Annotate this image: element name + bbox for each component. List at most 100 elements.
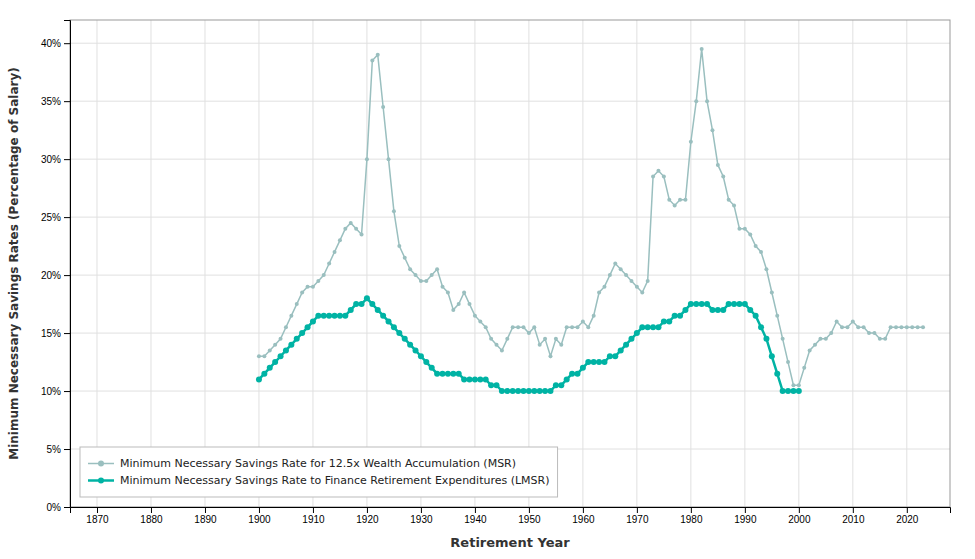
point — [521, 325, 525, 329]
point — [516, 325, 520, 329]
point — [790, 388, 796, 394]
point — [721, 175, 725, 179]
y-grid-line — [70, 43, 950, 44]
point — [564, 376, 570, 382]
point — [288, 342, 294, 348]
point — [423, 359, 429, 365]
point — [910, 325, 914, 329]
x-grid-line — [636, 20, 637, 507]
x-tick-mark — [205, 507, 206, 513]
point — [370, 59, 374, 63]
x-tick-label: 1960 — [572, 514, 595, 525]
legend-marker — [98, 478, 104, 484]
y-axis-title: Minimum Necessary Savings Rates (Percent… — [7, 67, 21, 460]
point — [759, 250, 763, 254]
point — [720, 307, 726, 313]
point — [360, 233, 364, 237]
point — [916, 325, 920, 329]
x-grid-line — [744, 20, 745, 507]
y-tick-mark — [64, 275, 70, 276]
point — [315, 313, 321, 319]
x-tick-label: 1990 — [734, 514, 757, 525]
point — [678, 198, 682, 202]
series-line — [259, 49, 923, 385]
x-tick-label: 1940 — [464, 514, 487, 525]
x-tick-label: 1980 — [680, 514, 703, 525]
point — [375, 307, 381, 313]
point — [770, 290, 774, 294]
point — [419, 279, 423, 283]
point — [872, 331, 876, 335]
point — [396, 330, 402, 336]
point — [612, 353, 618, 359]
series — [257, 47, 925, 387]
y-tick: 35% — [41, 96, 70, 107]
series — [256, 295, 802, 394]
point — [623, 342, 629, 348]
point — [272, 359, 278, 365]
point — [808, 348, 812, 352]
point — [326, 313, 332, 319]
x-tick-mark — [583, 507, 584, 513]
point — [613, 262, 617, 266]
x-tick-mark — [151, 507, 152, 513]
y-tick-mark — [64, 449, 70, 450]
point — [596, 359, 602, 365]
point — [467, 376, 473, 382]
point — [349, 221, 353, 225]
point — [348, 307, 354, 313]
point — [450, 371, 456, 377]
point — [646, 279, 650, 283]
legend: Minimum Necessary Savings Rate for 12.5x… — [80, 447, 558, 497]
x-tick-label: 1950 — [518, 514, 541, 525]
point — [257, 354, 261, 358]
point — [418, 353, 424, 359]
x-tick-label: 2000 — [788, 514, 811, 525]
point — [769, 353, 775, 359]
point — [387, 157, 391, 161]
point — [705, 99, 709, 103]
point — [867, 331, 871, 335]
point — [645, 324, 651, 330]
chart: 1870188018901900191019201930194019501960… — [0, 0, 975, 559]
point — [700, 47, 704, 51]
point — [279, 337, 283, 341]
x-tick-mark — [637, 507, 638, 513]
y-grid-line — [70, 275, 950, 276]
point — [391, 324, 397, 330]
x-tick: 1920 — [356, 507, 379, 525]
legend-label: Minimum Necessary Savings Rate for 12.5x… — [120, 457, 516, 470]
point — [785, 388, 791, 394]
point — [591, 359, 597, 365]
x-tick: 1870 — [86, 507, 109, 525]
point — [639, 324, 645, 330]
legend-box — [80, 447, 558, 497]
point — [628, 336, 634, 342]
point — [365, 157, 369, 161]
point — [597, 290, 601, 294]
point — [694, 99, 698, 103]
point — [499, 388, 505, 394]
point — [408, 267, 412, 271]
y-tick: 5% — [47, 444, 70, 455]
point — [624, 273, 628, 277]
point — [688, 301, 694, 307]
point — [737, 227, 741, 231]
x-axis-line — [71, 508, 951, 514]
point — [262, 354, 266, 358]
point — [473, 314, 477, 318]
point — [472, 376, 478, 382]
point — [321, 313, 327, 319]
point — [693, 301, 699, 307]
x-tick: 2010 — [842, 507, 865, 525]
y-tick-label: 25% — [41, 212, 61, 223]
point — [786, 360, 790, 364]
point — [640, 290, 644, 294]
point — [494, 382, 500, 388]
point — [570, 325, 574, 329]
point — [704, 301, 710, 307]
point — [300, 290, 304, 294]
point — [813, 343, 817, 347]
point — [495, 343, 499, 347]
point — [283, 347, 289, 353]
